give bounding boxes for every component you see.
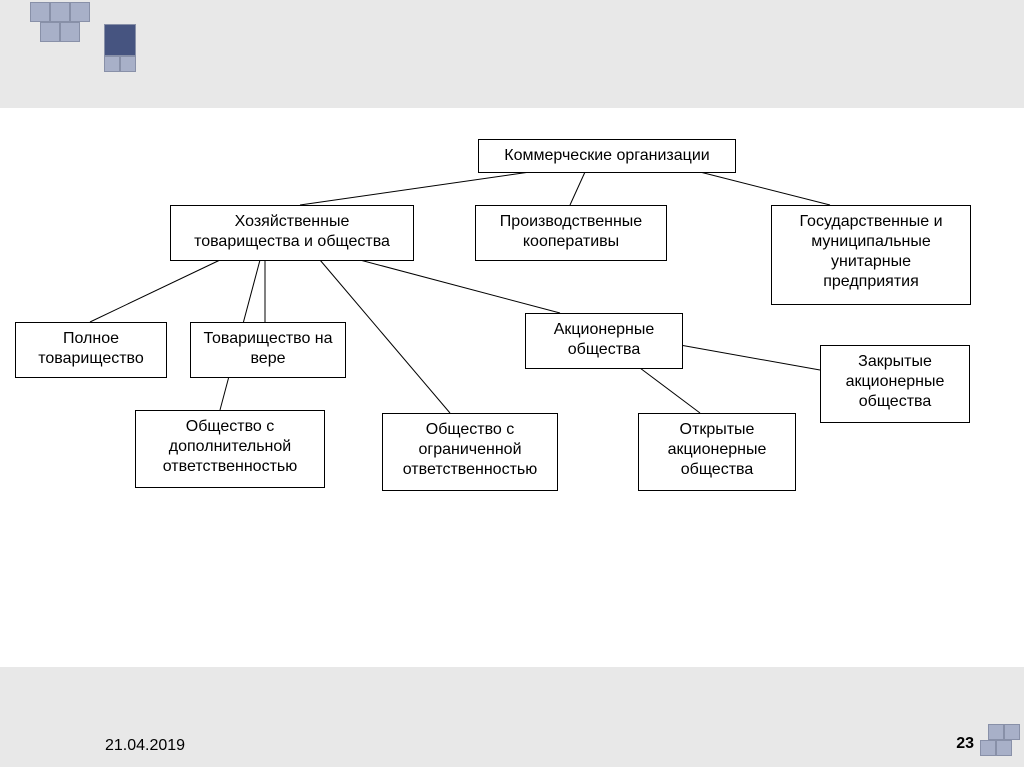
node-full-partnership: Полное товарищество [15, 322, 167, 378]
node-partnerships-societies: Хозяйственные товарищества и общества [170, 205, 414, 261]
node-limited-liability-company: Общество с ограниченной ответственностью [382, 413, 558, 491]
footer-page-number: 23 [956, 735, 974, 753]
node-state-municipal-enterprises: Государственные и муниципальные унитарны… [771, 205, 971, 305]
node-root: Коммерческие организации [478, 139, 736, 173]
node-faith-partnership: Товарищество на вере [190, 322, 346, 378]
node-closed-jsc: Закрытые акционерные общества [820, 345, 970, 423]
node-open-jsc: Открытые акционерные общества [638, 413, 796, 491]
footer-date: 21.04.2019 [105, 737, 185, 755]
slide: Коммерческие организации Хозяйственные т… [0, 0, 1024, 767]
node-production-cooperatives: Производственные кооперативы [475, 205, 667, 261]
node-joint-stock-companies: Акционерные общества [525, 313, 683, 369]
node-additional-liability-company: Общество с дополнительной ответственност… [135, 410, 325, 488]
header-bar [0, 0, 1024, 108]
